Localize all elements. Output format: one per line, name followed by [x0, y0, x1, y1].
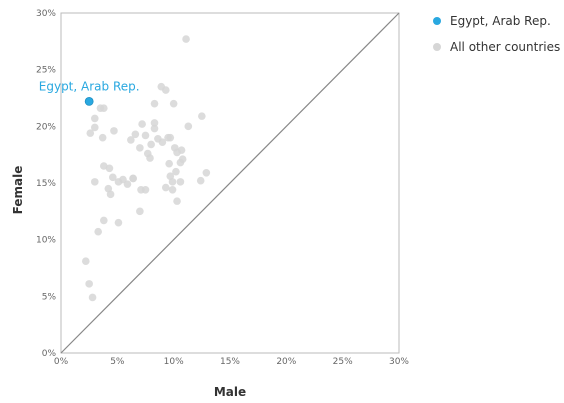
data-point-other[interactable] — [158, 138, 167, 146]
y-tick-label: 0% — [42, 349, 57, 359]
data-point-other[interactable] — [91, 114, 99, 123]
data-point-other[interactable] — [141, 131, 150, 140]
data-point-other[interactable] — [110, 127, 118, 135]
data-point-other[interactable] — [129, 174, 137, 183]
y-tick-label: 25% — [36, 66, 56, 76]
data-point-other[interactable] — [131, 130, 140, 139]
data-point-other[interactable] — [146, 154, 154, 162]
data-point-other[interactable] — [127, 136, 135, 144]
data-point-other[interactable] — [136, 207, 144, 216]
x-tick-label: 10% — [164, 357, 184, 367]
highlight-annotation: Egypt, Arab Rep. — [39, 79, 140, 93]
data-point-highlight[interactable] — [84, 97, 94, 106]
data-point-other[interactable] — [161, 86, 170, 94]
x-tick-label: 20% — [276, 357, 296, 367]
data-point-other[interactable] — [114, 178, 123, 186]
data-point-other[interactable] — [114, 218, 123, 227]
legend: Egypt, Arab Rep. All other countries — [433, 14, 560, 54]
data-point-other[interactable] — [109, 173, 117, 182]
data-point-other[interactable] — [105, 164, 114, 173]
data-point-other[interactable] — [196, 176, 205, 185]
x-tick-label: 15% — [220, 357, 240, 367]
data-point-other[interactable] — [169, 99, 178, 108]
data-point-other[interactable] — [106, 190, 115, 199]
data-point-other[interactable] — [173, 197, 181, 205]
legend-item-highlight[interactable]: Egypt, Arab Rep. — [433, 14, 551, 28]
data-point-other[interactable] — [94, 227, 102, 236]
highlight-layer: Egypt, Arab Rep. — [39, 79, 140, 106]
data-point-other[interactable] — [138, 120, 146, 128]
data-point-other[interactable] — [150, 99, 159, 108]
y-tick-label: 20% — [36, 122, 56, 132]
data-point-other[interactable] — [98, 133, 107, 142]
data-point-other[interactable] — [100, 216, 108, 225]
reference-line — [60, 12, 400, 354]
data-point-other[interactable] — [198, 112, 206, 120]
y-tick-label: 5% — [42, 292, 57, 302]
data-point-other[interactable] — [165, 159, 173, 168]
data-point-other[interactable] — [81, 257, 90, 266]
legend-label-others: All other countries — [450, 40, 560, 54]
data-point-other[interactable] — [173, 148, 181, 157]
x-axis-title: Male — [214, 385, 246, 399]
data-point-other[interactable] — [166, 133, 175, 142]
data-point-other[interactable] — [176, 158, 185, 167]
plot-frame — [60, 12, 400, 354]
data-point-other[interactable] — [168, 178, 177, 186]
legend-marker-others — [433, 43, 441, 51]
data-point-other[interactable] — [123, 180, 132, 188]
reference-line-layer — [60, 12, 400, 354]
y-axis-title: Female — [11, 166, 25, 215]
data-point-other[interactable] — [100, 104, 108, 112]
data-point-other[interactable] — [150, 124, 159, 133]
x-tick-label: 0% — [54, 357, 69, 367]
data-point-other[interactable] — [184, 122, 193, 131]
data-point-other[interactable] — [176, 178, 185, 186]
legend-item-others[interactable]: All other countries — [433, 40, 560, 54]
points-layer — [81, 35, 211, 302]
data-point-other[interactable] — [161, 183, 170, 192]
data-point-other[interactable] — [182, 35, 190, 43]
legend-label-highlight: Egypt, Arab Rep. — [450, 14, 551, 28]
ticks-layer: 0% 5% 10% 15% 20% 25% 30% 0% 5% 10% 15% 20% 25% 30% — [36, 9, 409, 367]
legend-marker-highlight — [433, 17, 441, 25]
y-tick-label: 15% — [36, 179, 56, 189]
data-point-other[interactable] — [141, 186, 150, 194]
data-point-other[interactable] — [147, 140, 155, 149]
x-tick-label: 25% — [333, 357, 353, 367]
plot-border — [60, 12, 400, 354]
data-point-other[interactable] — [85, 280, 93, 288]
data-point-other[interactable] — [202, 169, 211, 177]
data-point-other[interactable] — [91, 123, 99, 132]
data-point-other[interactable] — [88, 293, 97, 302]
data-point-other[interactable] — [136, 144, 144, 152]
data-point-other[interactable] — [168, 186, 177, 194]
x-tick-label: 5% — [110, 357, 125, 367]
y-tick-label: 10% — [36, 236, 56, 246]
data-point-other[interactable] — [150, 119, 159, 127]
data-point-other[interactable] — [172, 167, 180, 176]
y-tick-label: 30% — [36, 9, 56, 19]
data-point-other[interactable] — [86, 129, 95, 137]
data-point-other[interactable] — [91, 178, 99, 186]
x-tick-label: 30% — [389, 357, 409, 367]
